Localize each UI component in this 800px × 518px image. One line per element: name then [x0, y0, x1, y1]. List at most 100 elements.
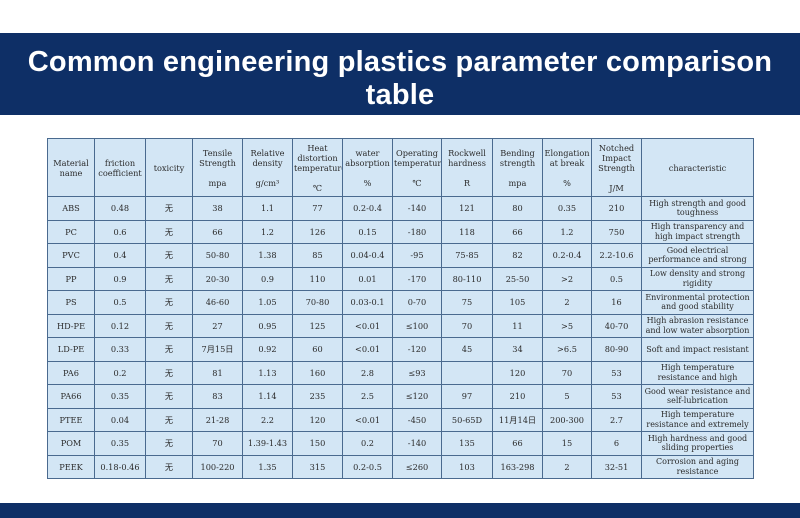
characteristic-cell: High abrasion resistance and low water a… [641, 313, 754, 338]
table-cell: -170 [392, 266, 442, 291]
column-header: Notched Impact Strength J/M [591, 138, 642, 197]
table-cell: 0.04 [94, 407, 146, 432]
column-header: Elongation at break% [542, 138, 592, 197]
table-cell: >2 [542, 266, 592, 291]
table-cell: 无 [145, 431, 193, 456]
table-cell: 0.48 [94, 196, 146, 221]
table-cell: 0.6 [94, 219, 146, 244]
table-cell: ≤120 [392, 384, 442, 409]
table-cell: 0.35 [94, 384, 146, 409]
table-row: POM 0.35 无 70 1.39-1.43 150 0.2 -140 135 66 15 6 Hig… [47, 431, 754, 456]
table-cell: 16 [591, 290, 642, 315]
table-cell: 1.35 [242, 454, 293, 479]
table-cell: 34 [492, 337, 543, 362]
table-cell: 120 [492, 360, 543, 385]
table-cell: 0.35 [542, 196, 592, 221]
table-cell: <0.01 [342, 337, 393, 362]
table-cell [441, 360, 493, 385]
column-header-label: Rockwell hardness [448, 147, 486, 168]
material-name-cell: PA6 [47, 360, 95, 385]
table-cell: 0.04-0.4 [342, 243, 393, 268]
table-cell: 1.38 [242, 243, 293, 268]
column-header-label: characteristic [668, 162, 727, 173]
table-cell: 118 [441, 219, 493, 244]
table-cell: 82 [492, 243, 543, 268]
table-cell: 70 [542, 360, 592, 385]
column-header: characteristic [641, 138, 754, 197]
table-cell: 150 [292, 431, 343, 456]
table-cell: 2 [542, 454, 592, 479]
table-cell: 40-70 [591, 313, 642, 338]
column-header-label: Notched Impact Strength [598, 142, 635, 173]
table-cell: 160 [292, 360, 343, 385]
table-cell: -95 [392, 243, 442, 268]
table-cell: 50-80 [192, 243, 243, 268]
material-name-cell: PVC [47, 243, 95, 268]
table-cell: 235 [292, 384, 343, 409]
page-subtitle: Due to different inspection environments… [62, 121, 738, 136]
table-cell: 无 [145, 407, 193, 432]
table-cell: 135 [441, 431, 493, 456]
column-header: Material name [47, 138, 95, 197]
column-header: toxicity [145, 138, 193, 197]
column-header-label: toxicity [153, 162, 185, 173]
table-row: PEEK 0.18-0.46 无 100-220 1.35 315 0.2-0.5 ≤260 1… [47, 454, 754, 479]
column-header-unit: mpa [508, 177, 527, 188]
material-name-cell: PTEE [47, 407, 95, 432]
table-cell: 750 [591, 219, 642, 244]
table-cell: 66 [192, 219, 243, 244]
table-cell: 27 [192, 313, 243, 338]
table-cell: 80-110 [441, 266, 493, 291]
table-cell: ≤100 [392, 313, 442, 338]
table-cell: -450 [392, 407, 442, 432]
characteristic-cell: Good electrical performance and strong [641, 243, 754, 268]
table-cell: 2.8 [342, 360, 393, 385]
table-header-row: Material name friction coefficient toxicit… [47, 138, 754, 197]
table-cell: 0.2 [94, 360, 146, 385]
table-cell: 0.2-0.5 [342, 454, 393, 479]
table-cell: 无 [145, 290, 193, 315]
table-cell: 163-298 [492, 454, 543, 479]
column-header-label: Material name [53, 157, 89, 178]
table-cell: 0.12 [94, 313, 146, 338]
table-cell: 1.14 [242, 384, 293, 409]
characteristic-cell: High hardness and good sliding propertie… [641, 431, 754, 456]
table-cell: 315 [292, 454, 343, 479]
column-header-label: Elongation at break [544, 147, 590, 168]
table-cell: 0.92 [242, 337, 293, 362]
table-cell: 66 [492, 219, 543, 244]
table-cell: -180 [392, 219, 442, 244]
table-cell: 0.18-0.46 [94, 454, 146, 479]
table-cell: 无 [145, 266, 193, 291]
table-cell: 0.2-0.4 [342, 196, 393, 221]
table-cell: >6.5 [542, 337, 592, 362]
column-header: water absorption% [342, 138, 393, 197]
table-cell: 66 [492, 431, 543, 456]
table-cell: 7月15日 [192, 337, 243, 362]
column-header-label: Tensile Strength [199, 147, 236, 168]
table-cell: 32-51 [591, 454, 642, 479]
table-cell: 83 [192, 384, 243, 409]
column-header-label: Bending strength [499, 147, 536, 168]
table-cell: >5 [542, 313, 592, 338]
table-cell: 80 [492, 196, 543, 221]
column-header-unit: J/M [609, 182, 624, 193]
column-header-unit: % [563, 177, 571, 188]
characteristic-cell: Good wear resistance and self-lubricatio… [641, 384, 754, 409]
table-cell: 103 [441, 454, 493, 479]
table-cell: 0.95 [242, 313, 293, 338]
comparison-table: Material name friction coefficient toxicit… [47, 138, 754, 479]
table-cell: 110 [292, 266, 343, 291]
table-cell: 11月14日 [492, 407, 543, 432]
table-row: LD-PE 0.33 无 7月15日 0.92 60 <0.01 -120 45 34 >6.5 80… [47, 337, 754, 362]
header-banner: Common engineering plastics parameter co… [0, 33, 800, 136]
column-header: Operating temperature ℃ [392, 138, 442, 197]
table-cell: 20-30 [192, 266, 243, 291]
table-row: PVC 0.4 无 50-80 1.38 85 0.04-0.4 -95 75-85 82 0.2-… [47, 243, 754, 268]
table-cell: 2.5 [342, 384, 393, 409]
table-cell: 70 [192, 431, 243, 456]
table-cell: 210 [591, 196, 642, 221]
table-cell: 45 [441, 337, 493, 362]
column-header-label: friction coefficient [98, 157, 142, 178]
table-cell: 70 [441, 313, 493, 338]
